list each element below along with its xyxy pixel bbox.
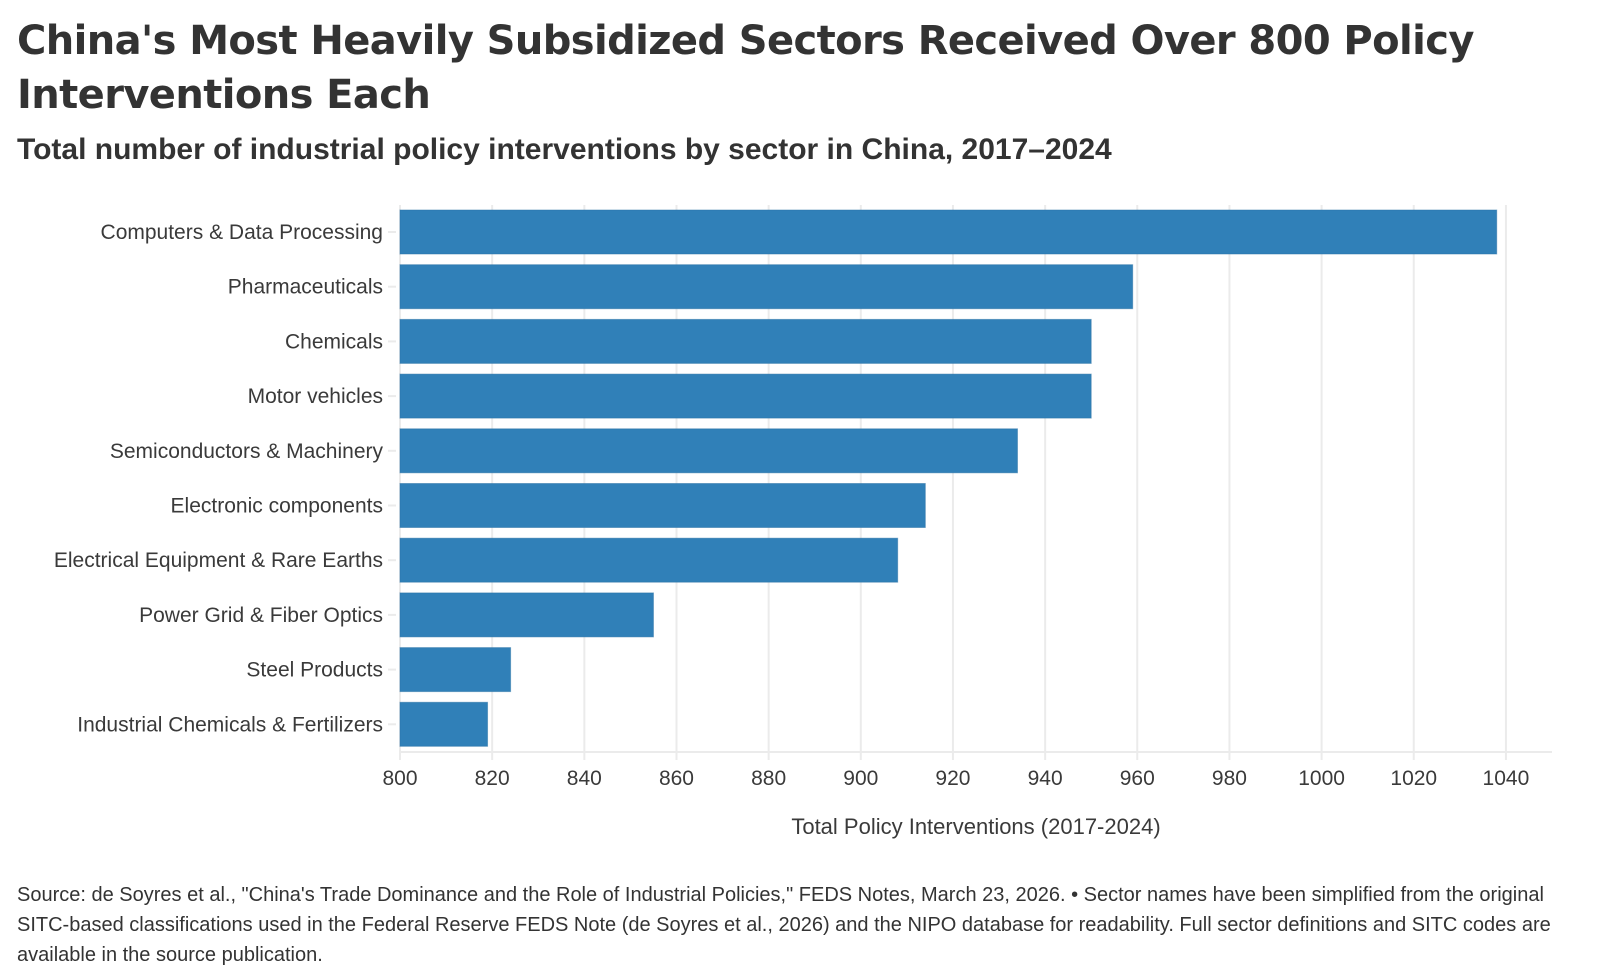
category-labels: Computers & Data Processing Pharmaceutica… (54, 221, 396, 736)
x-tick-label: 820 (475, 767, 510, 790)
category-label: Industrial Chemicals & Fertilizers (77, 713, 383, 736)
bars (399, 209, 1498, 747)
bar (399, 537, 899, 583)
x-tick-label: 960 (1120, 767, 1155, 790)
bar (399, 264, 1134, 310)
x-tick-label: 920 (935, 767, 970, 790)
bar (399, 318, 1092, 364)
bar (399, 428, 1018, 474)
category-label: Electrical Equipment & Rare Earths (54, 549, 383, 572)
x-tick-label: 980 (1212, 767, 1247, 790)
x-tick-label: 1020 (1390, 767, 1437, 790)
category-label: Electronic components (171, 495, 383, 518)
bar (399, 209, 1498, 255)
x-axis-ticks: 800 820 840 860 880 900 920 940 960 980 1000 1020 10… (382, 767, 1529, 790)
bar (399, 592, 654, 638)
category-label: Pharmaceuticals (228, 276, 383, 299)
x-tick-label: 1040 (1483, 767, 1530, 790)
x-axis-title: Total Policy Interventions (2017-2024) (791, 814, 1160, 839)
category-label: Motor vehicles (248, 385, 383, 408)
category-label: Power Grid & Fiber Optics (139, 604, 383, 627)
source-note: Source: de Soyres et al., "China's Trade… (17, 884, 1551, 966)
chart-subtitle: Total number of industrial policy interv… (17, 133, 1112, 166)
category-label: Chemicals (285, 330, 383, 353)
x-tick-label: 900 (843, 767, 878, 790)
x-tick-label: 880 (751, 767, 786, 790)
bar-chart: Computers & Data Processing Pharmaceutica… (54, 205, 1552, 839)
bar (399, 373, 1092, 419)
x-tick-label: 860 (659, 767, 694, 790)
category-label: Steel Products (246, 659, 383, 682)
chart-title: China's Most Heavily Subsidized Sectors … (17, 18, 1474, 118)
category-label: Computers & Data Processing (101, 221, 383, 244)
x-tick-label: 800 (382, 767, 417, 790)
bar (399, 647, 512, 693)
bar (399, 701, 489, 747)
x-tick-label: 840 (567, 767, 602, 790)
x-tick-label: 1000 (1298, 767, 1345, 790)
bar (399, 483, 926, 528)
x-tick-label: 940 (1028, 767, 1063, 790)
category-label: Semiconductors & Machinery (110, 440, 384, 463)
